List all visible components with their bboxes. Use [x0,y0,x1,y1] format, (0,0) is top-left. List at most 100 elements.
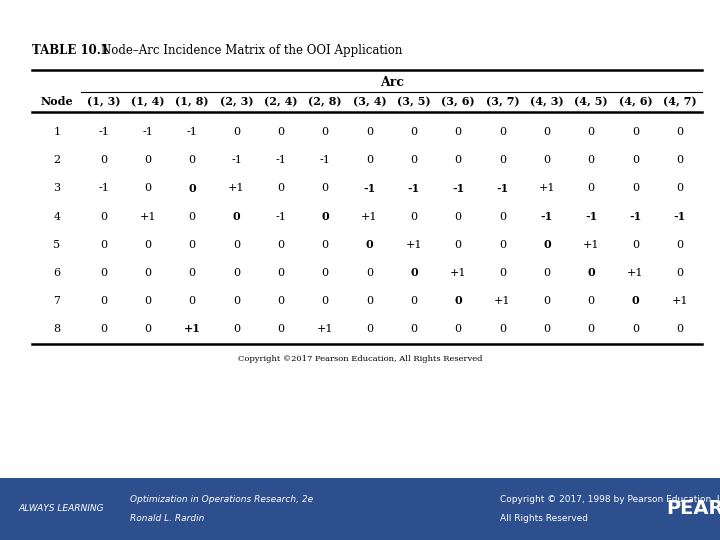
Text: PEARSON: PEARSON [666,500,720,518]
Text: (2, 4): (2, 4) [264,96,297,107]
Text: 0: 0 [676,324,683,334]
Text: 0: 0 [233,296,240,306]
Text: 0: 0 [366,239,374,250]
Text: 0: 0 [144,184,151,193]
Text: 0: 0 [499,324,506,334]
Text: 0: 0 [321,211,329,222]
Text: ALWAYS LEARNING: ALWAYS LEARNING [18,504,104,514]
Text: +1: +1 [184,323,201,334]
Text: 0: 0 [366,268,373,278]
Text: 0: 0 [100,268,107,278]
Text: -1: -1 [408,183,420,194]
Text: +1: +1 [405,240,422,249]
Text: 0: 0 [410,212,418,221]
Text: 0: 0 [100,240,107,249]
Text: 0: 0 [189,268,196,278]
Text: 0: 0 [144,296,151,306]
Text: +1: +1 [494,296,510,306]
Text: Ronald L. Rardin: Ronald L. Rardin [130,514,204,523]
Text: (3, 7): (3, 7) [486,96,519,107]
Text: 0: 0 [277,324,284,334]
Text: (2, 3): (2, 3) [220,96,253,107]
Text: +1: +1 [672,296,688,306]
Text: 0: 0 [676,240,683,249]
Text: +1: +1 [140,212,156,221]
Text: (3, 6): (3, 6) [441,96,475,107]
Text: 0: 0 [632,127,639,137]
Text: Arc: Arc [379,76,404,89]
Text: 0: 0 [100,296,107,306]
Text: -1: -1 [231,156,242,165]
Text: +1: +1 [361,212,378,221]
Text: +1: +1 [627,268,644,278]
Text: 0: 0 [499,212,506,221]
Text: Copyright © 2017, 1998 by Pearson Education, Inc.: Copyright © 2017, 1998 by Pearson Educat… [500,495,720,504]
Text: 0: 0 [100,156,107,165]
Text: -1: -1 [143,127,153,137]
Text: (3, 5): (3, 5) [397,96,431,107]
Text: (3, 4): (3, 4) [353,96,387,107]
Text: -1: -1 [364,183,376,194]
Text: 0: 0 [233,240,240,249]
Text: 0: 0 [277,240,284,249]
Text: 0: 0 [277,127,284,137]
Text: Node: Node [40,96,73,107]
Text: 0: 0 [366,324,373,334]
Text: -1: -1 [98,184,109,193]
Text: (4, 3): (4, 3) [530,96,564,107]
Text: 0: 0 [454,156,462,165]
Text: 0: 0 [322,240,329,249]
Text: 0: 0 [676,184,683,193]
Text: 4: 4 [53,212,60,221]
Text: 0: 0 [189,183,196,194]
Text: 0: 0 [588,156,595,165]
Text: 0: 0 [632,240,639,249]
Text: 2: 2 [53,156,60,165]
Text: 1: 1 [53,127,60,137]
Text: 0: 0 [410,296,418,306]
Text: 0: 0 [499,268,506,278]
Text: 0: 0 [144,156,151,165]
Text: 0: 0 [189,296,196,306]
Text: 6: 6 [53,268,60,278]
Text: 5: 5 [53,240,60,249]
Text: 0: 0 [366,296,373,306]
Text: -1: -1 [585,211,598,222]
Text: -1: -1 [541,211,553,222]
Text: -1: -1 [496,183,508,194]
Text: 0: 0 [100,212,107,221]
Text: 0: 0 [632,156,639,165]
Text: TABLE 10.1: TABLE 10.1 [32,44,109,57]
Text: 0: 0 [233,324,240,334]
Text: +1: +1 [228,184,245,193]
Text: +1: +1 [539,184,555,193]
Text: 0: 0 [144,268,151,278]
Text: 0: 0 [410,267,418,278]
Text: Copyright ©2017 Pearson Education, All Rights Reserved: Copyright ©2017 Pearson Education, All R… [238,355,482,363]
Text: 0: 0 [233,268,240,278]
Text: -1: -1 [452,183,464,194]
Text: 0: 0 [454,324,462,334]
Text: 0: 0 [676,268,683,278]
Text: +1: +1 [583,240,600,249]
Text: 0: 0 [144,324,151,334]
Text: (1, 3): (1, 3) [87,96,120,107]
Text: 0: 0 [676,127,683,137]
Text: 7: 7 [53,296,60,306]
Text: 0: 0 [322,184,329,193]
Text: 0: 0 [277,296,284,306]
Text: -1: -1 [276,212,287,221]
Text: 0: 0 [410,324,418,334]
Text: -1: -1 [674,211,686,222]
Text: 0: 0 [454,240,462,249]
Text: 0: 0 [189,156,196,165]
Text: 0: 0 [322,127,329,137]
Text: All Rights Reserved: All Rights Reserved [500,514,588,523]
Text: (2, 8): (2, 8) [308,96,342,107]
Text: 0: 0 [366,127,373,137]
Text: 0: 0 [632,184,639,193]
Text: -1: -1 [629,211,642,222]
Text: 0: 0 [588,267,595,278]
Text: 0: 0 [543,239,551,250]
Text: 0: 0 [544,296,550,306]
